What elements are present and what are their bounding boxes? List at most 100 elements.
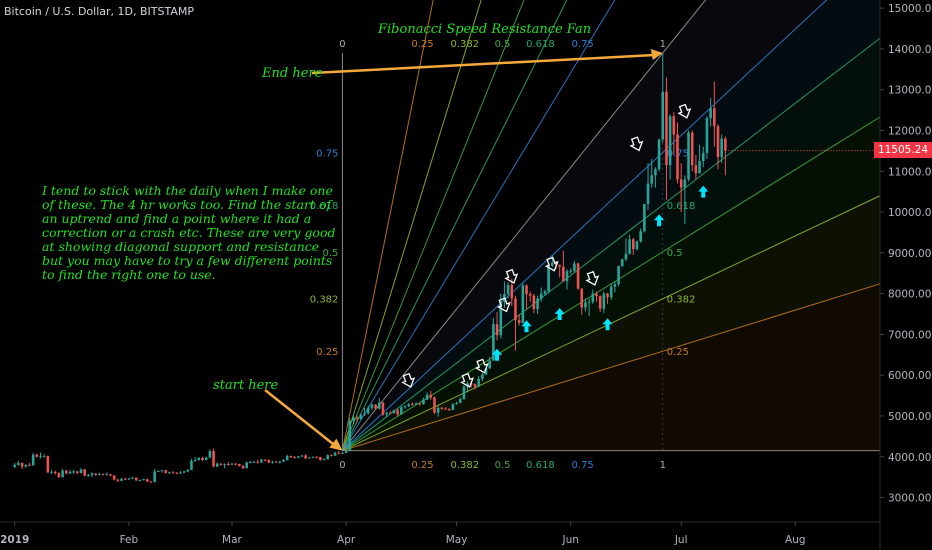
candle-body bbox=[462, 386, 466, 400]
candle-body bbox=[123, 478, 127, 480]
candle-body bbox=[690, 132, 694, 166]
candle-body bbox=[492, 324, 495, 361]
candle-body bbox=[400, 407, 403, 415]
candle-body bbox=[672, 116, 676, 135]
candle-body bbox=[528, 294, 532, 296]
candle-body bbox=[606, 293, 609, 298]
candle-body bbox=[271, 461, 274, 463]
candle-body bbox=[39, 456, 42, 458]
y-tick-label: 14000.00 bbox=[888, 44, 932, 56]
candle-body bbox=[554, 262, 558, 266]
candle-body bbox=[536, 298, 539, 310]
candle-body bbox=[683, 179, 687, 188]
candle-body bbox=[215, 463, 219, 467]
candle-body bbox=[624, 253, 628, 260]
candles-layer bbox=[13, 53, 727, 483]
candle-body bbox=[543, 291, 547, 294]
candle-body bbox=[517, 320, 521, 323]
candle-body bbox=[650, 175, 654, 184]
end-here-arrowhead-icon bbox=[650, 49, 663, 61]
candle-body bbox=[256, 461, 260, 463]
candle-body bbox=[193, 460, 197, 462]
candle-body bbox=[705, 118, 709, 153]
candle-body bbox=[587, 301, 591, 303]
candle-body bbox=[458, 399, 462, 403]
candle-body bbox=[411, 404, 414, 406]
candle-body bbox=[514, 298, 517, 321]
support-up-arrow-icon bbox=[602, 318, 613, 331]
candle-body bbox=[87, 475, 90, 477]
candle-body bbox=[223, 464, 226, 466]
candle-body bbox=[551, 262, 554, 266]
candle-body bbox=[46, 455, 50, 473]
fan-time-ray bbox=[341, 0, 525, 451]
candle-body bbox=[488, 360, 491, 369]
candle-body bbox=[635, 241, 639, 250]
candle-body bbox=[521, 285, 525, 323]
fan-time-label-bottom: 0.5 bbox=[495, 460, 511, 471]
candle-body bbox=[639, 231, 642, 242]
candle-body bbox=[620, 259, 624, 266]
fan-price-label-right: 0.5 bbox=[667, 248, 683, 259]
candle-body bbox=[609, 286, 613, 298]
candle-body bbox=[643, 203, 646, 232]
candle-body bbox=[385, 412, 388, 415]
candle-body bbox=[665, 91, 668, 166]
candle-body bbox=[701, 152, 705, 162]
candle-body bbox=[204, 457, 208, 461]
x-tick-label: Feb bbox=[120, 534, 139, 546]
candle-body bbox=[201, 457, 204, 461]
symbol-header: Bitcoin / U.S. Dollar, 1D, BITSTAMP bbox=[4, 5, 194, 18]
candle-body bbox=[142, 479, 145, 481]
candle-body bbox=[628, 239, 631, 254]
candle-body bbox=[547, 265, 550, 292]
fan-corner-label: 1 bbox=[660, 460, 666, 471]
x-tick-label: Jul bbox=[674, 534, 688, 546]
candle-body bbox=[713, 108, 716, 127]
resistance-down-arrow-icon bbox=[474, 358, 489, 374]
candle-body bbox=[576, 263, 580, 289]
candle-body bbox=[716, 126, 720, 158]
candle-body bbox=[447, 409, 451, 411]
candle-body bbox=[252, 461, 256, 463]
candle-body bbox=[366, 407, 370, 414]
candle-body bbox=[389, 412, 392, 414]
candle-body bbox=[249, 462, 252, 464]
candle-body bbox=[466, 383, 469, 387]
candle-body bbox=[392, 410, 396, 414]
y-tick-label: 13000.00 bbox=[888, 85, 932, 97]
markers-layer bbox=[401, 103, 709, 388]
candle-body bbox=[296, 456, 300, 458]
candle-body bbox=[407, 404, 410, 407]
candle-body bbox=[377, 402, 381, 409]
candle-body bbox=[112, 475, 116, 480]
fan-time-ray bbox=[341, 0, 482, 451]
candle-body bbox=[676, 134, 679, 180]
candle-body bbox=[558, 265, 561, 267]
fan-fill-band bbox=[342, 0, 880, 451]
start-here-arrowhead-icon bbox=[329, 438, 343, 451]
candle-body bbox=[179, 472, 182, 474]
candle-body bbox=[120, 478, 123, 481]
fan-time-ray bbox=[341, 0, 568, 451]
candle-body bbox=[164, 470, 167, 474]
candle-body bbox=[285, 455, 289, 461]
candle-body bbox=[363, 413, 366, 415]
fan-time-label-top: 0.75 bbox=[572, 39, 594, 50]
candle-body bbox=[190, 460, 193, 470]
candle-body bbox=[403, 406, 407, 408]
fan-time-label-top: 0.382 bbox=[450, 39, 479, 50]
candle-body bbox=[495, 324, 499, 336]
candle-body bbox=[90, 473, 94, 476]
candle-body bbox=[226, 464, 230, 466]
fib-speed-fan[interactable]: 0.25 0.25 0.382 0.382 0.5 0.5 0.618 0.618 0.75 0.… bbox=[310, 0, 881, 471]
y-tick-label: 3000.00 bbox=[888, 493, 931, 505]
candle-body bbox=[584, 302, 587, 308]
candle-body bbox=[422, 399, 425, 405]
candle-body bbox=[13, 464, 17, 467]
fan-price-ray bbox=[342, 0, 707, 451]
candle-body bbox=[565, 271, 569, 282]
resistance-down-arrow-icon bbox=[585, 270, 600, 286]
